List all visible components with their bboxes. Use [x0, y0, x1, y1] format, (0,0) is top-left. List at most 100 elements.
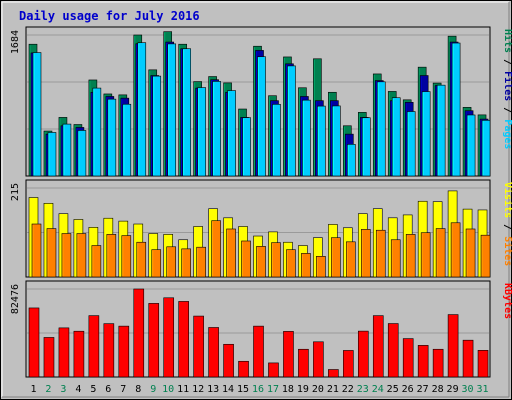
- x-label-1: 1: [30, 384, 36, 395]
- x-label-15: 15: [237, 384, 249, 395]
- legend-separator: /: [502, 53, 512, 71]
- bar-kbytes-12: [193, 315, 204, 378]
- bar-sites-21: [331, 237, 341, 278]
- bar-pages-3: [62, 123, 72, 177]
- bar-sites-30: [465, 228, 476, 278]
- legend-separator: /: [502, 101, 512, 119]
- bar-kbytes-14: [223, 343, 234, 378]
- bar-kbytes-25: [387, 323, 399, 378]
- bar-pages-29: [451, 42, 461, 177]
- bar-kbytes-21: [328, 369, 339, 378]
- bar-pages-10: [167, 43, 177, 177]
- bar-pages-11: [182, 48, 191, 177]
- bar-sites-11: [181, 248, 191, 278]
- x-label-17: 17: [267, 384, 279, 395]
- legend-top: Hits / Files / Pages: [502, 29, 512, 149]
- x-label-4: 4: [75, 384, 81, 395]
- bar-pages-8: [137, 42, 147, 177]
- bar-sites-18: [286, 249, 296, 278]
- x-axis-labels: 1 2 3 4 5 6 7 8 9 10 11 12 13 14 15 16 17 18 19 20 21 22 23 24 2…: [30, 384, 488, 395]
- bar-pages-17: [272, 104, 281, 177]
- x-label-30: 30: [462, 384, 474, 395]
- x-label-25: 25: [387, 384, 399, 395]
- x-label-24: 24: [372, 384, 384, 395]
- bar-pages-24: [376, 81, 386, 177]
- bar-kbytes-16: [253, 325, 264, 378]
- bar-sites-10: [166, 246, 177, 278]
- bar-sites-31: [480, 234, 491, 278]
- bar-kbytes-30: [462, 339, 474, 378]
- x-label-14: 14: [222, 384, 234, 395]
- x-label-26: 26: [402, 384, 414, 395]
- bar-sites-27: [420, 232, 431, 278]
- bar-pages-20: [317, 105, 326, 177]
- bar-pages-25: [391, 97, 401, 177]
- bar-pages-22: [347, 144, 356, 177]
- panel-top: 1684 Hits / Files / Pages: [10, 26, 512, 177]
- legend-label-sites: Sites: [502, 236, 512, 266]
- bar-sites-8: [136, 241, 147, 278]
- bar-sites-5: [91, 245, 102, 278]
- bar-kbytes-6: [103, 323, 115, 378]
- y-max-label: 1684: [10, 30, 21, 54]
- bar-sites-22: [346, 241, 356, 278]
- x-label-28: 28: [432, 384, 444, 395]
- bar-sites-7: [121, 235, 132, 278]
- bar-kbytes-1: [28, 307, 40, 378]
- bar-kbytes-23: [357, 330, 369, 378]
- bar-pages-9: [152, 75, 162, 177]
- x-label-7: 7: [120, 384, 126, 395]
- bar-sites-28: [435, 228, 446, 278]
- legend-label-files: Files: [502, 71, 512, 101]
- bar-kbytes-10: [163, 297, 175, 378]
- x-label-8: 8: [135, 384, 141, 395]
- bar-pages-14: [227, 90, 236, 177]
- bar-sites-12: [196, 246, 206, 278]
- bar-sites-6: [106, 234, 117, 278]
- bar-pages-16: [257, 56, 266, 177]
- x-label-11: 11: [177, 384, 189, 395]
- bar-kbytes-17: [268, 362, 279, 378]
- bar-pages-19: [302, 99, 311, 177]
- x-label-13: 13: [207, 384, 219, 395]
- bar-sites-23: [360, 229, 371, 278]
- bar-pages-15: [242, 117, 251, 177]
- bar-kbytes-7: [118, 325, 130, 378]
- bar-pages-27: [421, 91, 431, 177]
- bar-kbytes-28: [432, 348, 444, 378]
- bar-kbytes-9: [148, 303, 160, 378]
- x-label-10: 10: [162, 384, 174, 395]
- x-label-23: 23: [357, 384, 369, 395]
- bar-pages-7: [122, 103, 132, 177]
- x-label-22: 22: [342, 384, 354, 395]
- bar-pages-1: [32, 52, 42, 177]
- x-label-2: 2: [45, 384, 51, 395]
- bar-kbytes-18: [283, 331, 294, 378]
- x-label-3: 3: [60, 384, 66, 395]
- bar-sites-25: [390, 239, 401, 278]
- bar-pages-31: [481, 120, 491, 177]
- bar-kbytes-27: [417, 345, 429, 378]
- x-label-21: 21: [327, 384, 339, 395]
- x-label-19: 19: [297, 384, 309, 395]
- legend-label-hits: Hits: [502, 29, 512, 53]
- bar-pages-13: [212, 81, 221, 177]
- bar-kbytes-19: [298, 348, 309, 378]
- bar-sites-17: [271, 242, 281, 278]
- legend-label-pages: Pages: [502, 119, 512, 149]
- x-label-27: 27: [417, 384, 429, 395]
- legend-separator: /: [502, 218, 512, 236]
- bar-sites-9: [151, 249, 162, 278]
- bar-sites-14: [226, 228, 236, 278]
- bar-sites-4: [76, 233, 87, 278]
- bar-pages-4: [77, 130, 87, 177]
- bar-pages-12: [197, 87, 206, 177]
- bar-sites-2: [46, 228, 57, 278]
- bar-pages-28: [436, 84, 446, 177]
- bar-kbytes-3: [58, 327, 70, 378]
- chart-panels: 1684 Hits / Files / Pages 215 Visits / Site…: [10, 26, 512, 378]
- bar-pages-5: [92, 87, 102, 177]
- x-label-6: 6: [105, 384, 111, 395]
- y-max-label: 215: [10, 183, 21, 201]
